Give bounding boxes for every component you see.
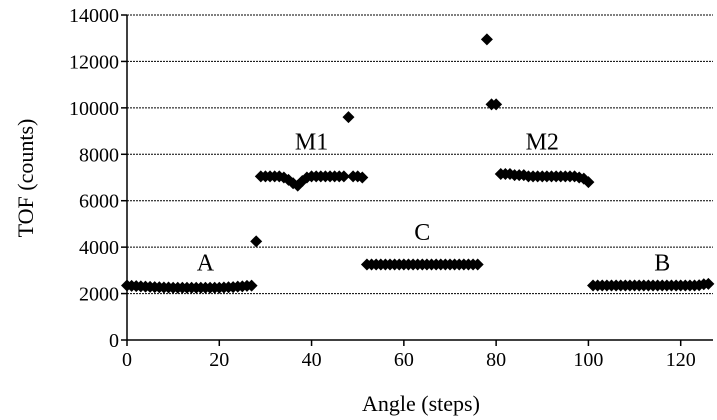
x-tick-label-100: 100 <box>573 349 603 371</box>
data-point <box>342 111 355 124</box>
axes <box>121 14 713 346</box>
grid-lines <box>127 14 713 295</box>
data-point <box>702 277 715 290</box>
x-tick-label-60: 60 <box>394 349 414 371</box>
data-point <box>582 176 595 189</box>
data-point <box>471 258 484 271</box>
y-tick-label-14000: 14000 <box>69 5 119 27</box>
x-axis-title: Angle (steps) <box>362 391 480 416</box>
y-tick-label-8000: 8000 <box>79 144 119 166</box>
y-axis-title: TOF (counts) <box>13 119 38 238</box>
annotation-m2: M2 <box>526 130 559 156</box>
y-tick-label-6000: 6000 <box>79 191 119 213</box>
x-tick-label-80: 80 <box>486 349 506 371</box>
annotation-c: C <box>414 220 430 246</box>
y-tick-label-4000: 4000 <box>79 237 119 259</box>
data-point <box>480 33 493 46</box>
annotation-m1: M1 <box>295 130 328 156</box>
data-point <box>250 235 263 248</box>
segment-annotations: A M1 C M2 B <box>197 130 670 277</box>
annotation-a: A <box>197 250 215 276</box>
annotation-b: B <box>654 250 670 276</box>
data-point <box>337 170 350 183</box>
y-tick-label-12000: 12000 <box>69 51 119 73</box>
data-point <box>490 98 503 111</box>
x-tick-label-40: 40 <box>302 349 322 371</box>
data-point <box>356 171 369 184</box>
x-tick-label-20: 20 <box>209 349 229 371</box>
x-tick-label-120: 120 <box>666 349 696 371</box>
data-point <box>245 279 258 292</box>
y-tick-label-0: 0 <box>109 330 119 352</box>
x-tick-labels: 0 20 40 60 80 100 120 <box>122 349 696 371</box>
data-points <box>121 33 715 294</box>
x-tick-label-0: 0 <box>122 349 132 371</box>
y-tick-label-10000: 10000 <box>69 98 119 120</box>
y-tick-labels: 0 2000 4000 6000 8000 10000 12000 14000 <box>69 5 119 352</box>
y-tick-label-2000: 2000 <box>79 284 119 306</box>
